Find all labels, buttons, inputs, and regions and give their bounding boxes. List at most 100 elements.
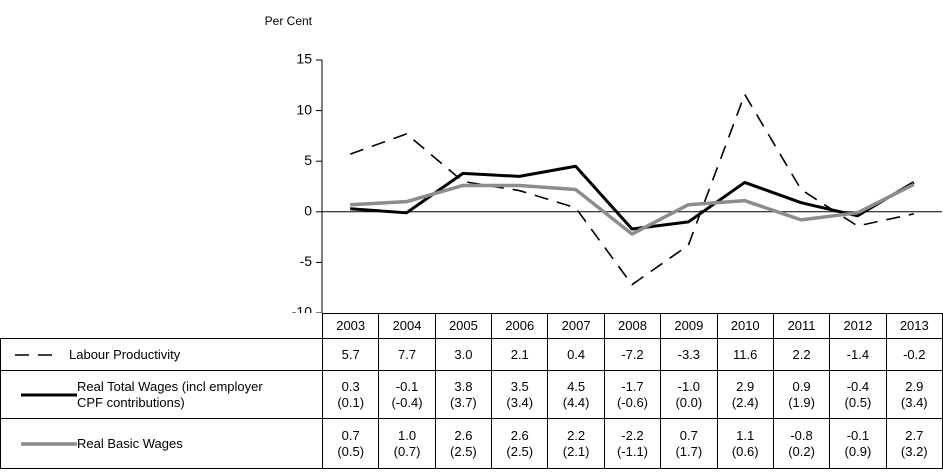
value-label: 2.6 [510,427,529,443]
year-cell: 2009 [660,313,718,339]
value-cell: 0.7 (0.5) [321,418,380,469]
bracket-label: (0.2) [788,443,815,459]
value-label: -0.8 [790,427,813,443]
value-label: -0.2 [903,346,926,362]
bracket-label: (-1.1) [616,443,648,459]
value-label: 4.5 [567,378,586,394]
y-tick-label: 15 [296,51,312,67]
series-row: Real Basic Wages 0.7 (0.5) 1.0 (0.7) 2.6 (2.5)… [0,418,943,469]
value-label: -0.1 [846,427,870,443]
value-cell: 3.5 (3.4) [491,370,549,419]
value-cell: -1.7 (-0.6) [603,370,662,419]
value-cell: -1.0 (0.0) [660,370,718,419]
bracket-label: (0.9) [844,443,872,459]
value-label: 2.2 [567,427,586,443]
value-label: 2.2 [792,346,811,362]
value-cell: 0.3 (0.1) [321,370,380,419]
value-label: 11.6 [733,346,758,362]
bracket-label: (-0.6) [616,394,648,410]
bracket-label: (1.7) [675,443,703,459]
series-line [350,164,915,231]
year-cell: 2007 [547,313,605,339]
bracket-label: (0.7) [393,443,421,459]
value-cell: 0.7 (1.7) [660,418,718,469]
value-cell: 0.9 (1.9) [772,370,831,419]
value-label: 5.7 [341,346,360,362]
series-row: Labour Productivity 5.7 7.7 3.0 2.1 0.4 -7.2 -3… [0,338,943,371]
y-tick-label: 5 [304,152,312,168]
bracket-label: (2.5) [506,443,534,459]
year-cell: 2012 [829,313,887,339]
bracket-label: (4.4) [562,394,590,410]
value-cell: 2.2 [772,338,831,371]
year-cell: 2004 [378,313,436,339]
y-axis-label: Per Cent [265,14,313,28]
value-cell: -0.1 (0.9) [829,418,887,469]
value-cell: 2.9 (3.4) [885,370,943,419]
value-label: 2.7 [905,427,924,443]
legend-entry: Real Total Wages (incl employer CPF cont… [1,379,322,411]
y-tick-label: 0 [304,203,312,219]
value-label: 1.0 [398,427,417,443]
value-label: 0.3 [341,378,360,394]
legend-swatch [21,393,77,396]
value-label: 0.7 [679,427,698,443]
series-row: Real Total Wages (incl employer CPF cont… [0,370,943,419]
value-cell: 11.6 [716,338,774,371]
year-cell: 2005 [434,313,493,339]
bracket-label: (1.9) [788,394,815,410]
value-label: -7.2 [621,346,644,362]
value-label: 0.9 [792,378,811,394]
value-label: -1.0 [677,378,701,394]
year-cell: 2013 [885,313,943,339]
y-tick-label: 10 [296,101,312,117]
value-cell: 1.1 (0.6) [716,418,774,469]
year-cell: 2008 [603,313,662,339]
value-label: 2.9 [736,378,755,394]
value-label: 7.7 [398,346,417,362]
bracket-label: (3.7) [450,394,477,410]
legend-cell: Labour Productivity [0,338,323,371]
value-label: -0.1 [395,378,419,394]
value-label: 0.7 [341,427,360,443]
value-cell: -3.3 [660,338,718,371]
bracket-label: (3.4) [506,394,534,410]
bracket-label: (3.4) [900,394,928,410]
value-cell: 2.2 (2.1) [547,418,605,469]
value-label: 2.6 [454,427,473,443]
value-cell: 7.7 [378,338,436,371]
bracket-label: (2.1) [562,443,590,459]
value-cell: -2.2 (-1.1) [603,418,662,469]
legend-swatch [15,353,57,356]
value-label: 3.8 [454,378,473,394]
value-label: 3.5 [510,378,529,394]
bracket-label: (0.6) [731,443,759,459]
legend-cell: Real Basic Wages [0,418,323,469]
year-cell: 2006 [491,313,549,339]
series-line [350,182,915,236]
value-cell: 2.6 (2.5) [434,418,493,469]
value-label: 1.1 [736,427,755,443]
bracket-label: (0.5) [844,394,872,410]
legend-entry: Real Basic Wages [1,436,322,452]
value-label: -2.2 [621,427,644,443]
value-label: 2.1 [510,346,529,362]
bracket-label: (-0.4) [391,394,423,410]
legend-swatch [21,441,77,446]
blank-cell [1,314,323,339]
value-cell: -0.2 [885,338,943,371]
series-line [349,93,914,286]
legend-label: Labour Productivity [69,346,181,362]
value-label: 2.9 [905,378,924,394]
legend-label: Real Total Wages (incl employer CPF cont… [77,378,263,410]
value-cell: 2.9 (2.4) [716,370,774,419]
value-cell: 2.1 [491,338,549,371]
bracket-label: (0.1) [337,394,365,410]
value-cell: -0.1 (-0.4) [378,370,436,419]
bracket-label: (0.0) [675,394,703,410]
year-cell: 2010 [716,313,774,339]
value-cell: 3.0 [434,338,493,371]
year-cell: 2011 [772,313,831,339]
bracket-label: (2.4) [731,394,759,410]
value-cell: 3.8 (3.7) [434,370,493,419]
